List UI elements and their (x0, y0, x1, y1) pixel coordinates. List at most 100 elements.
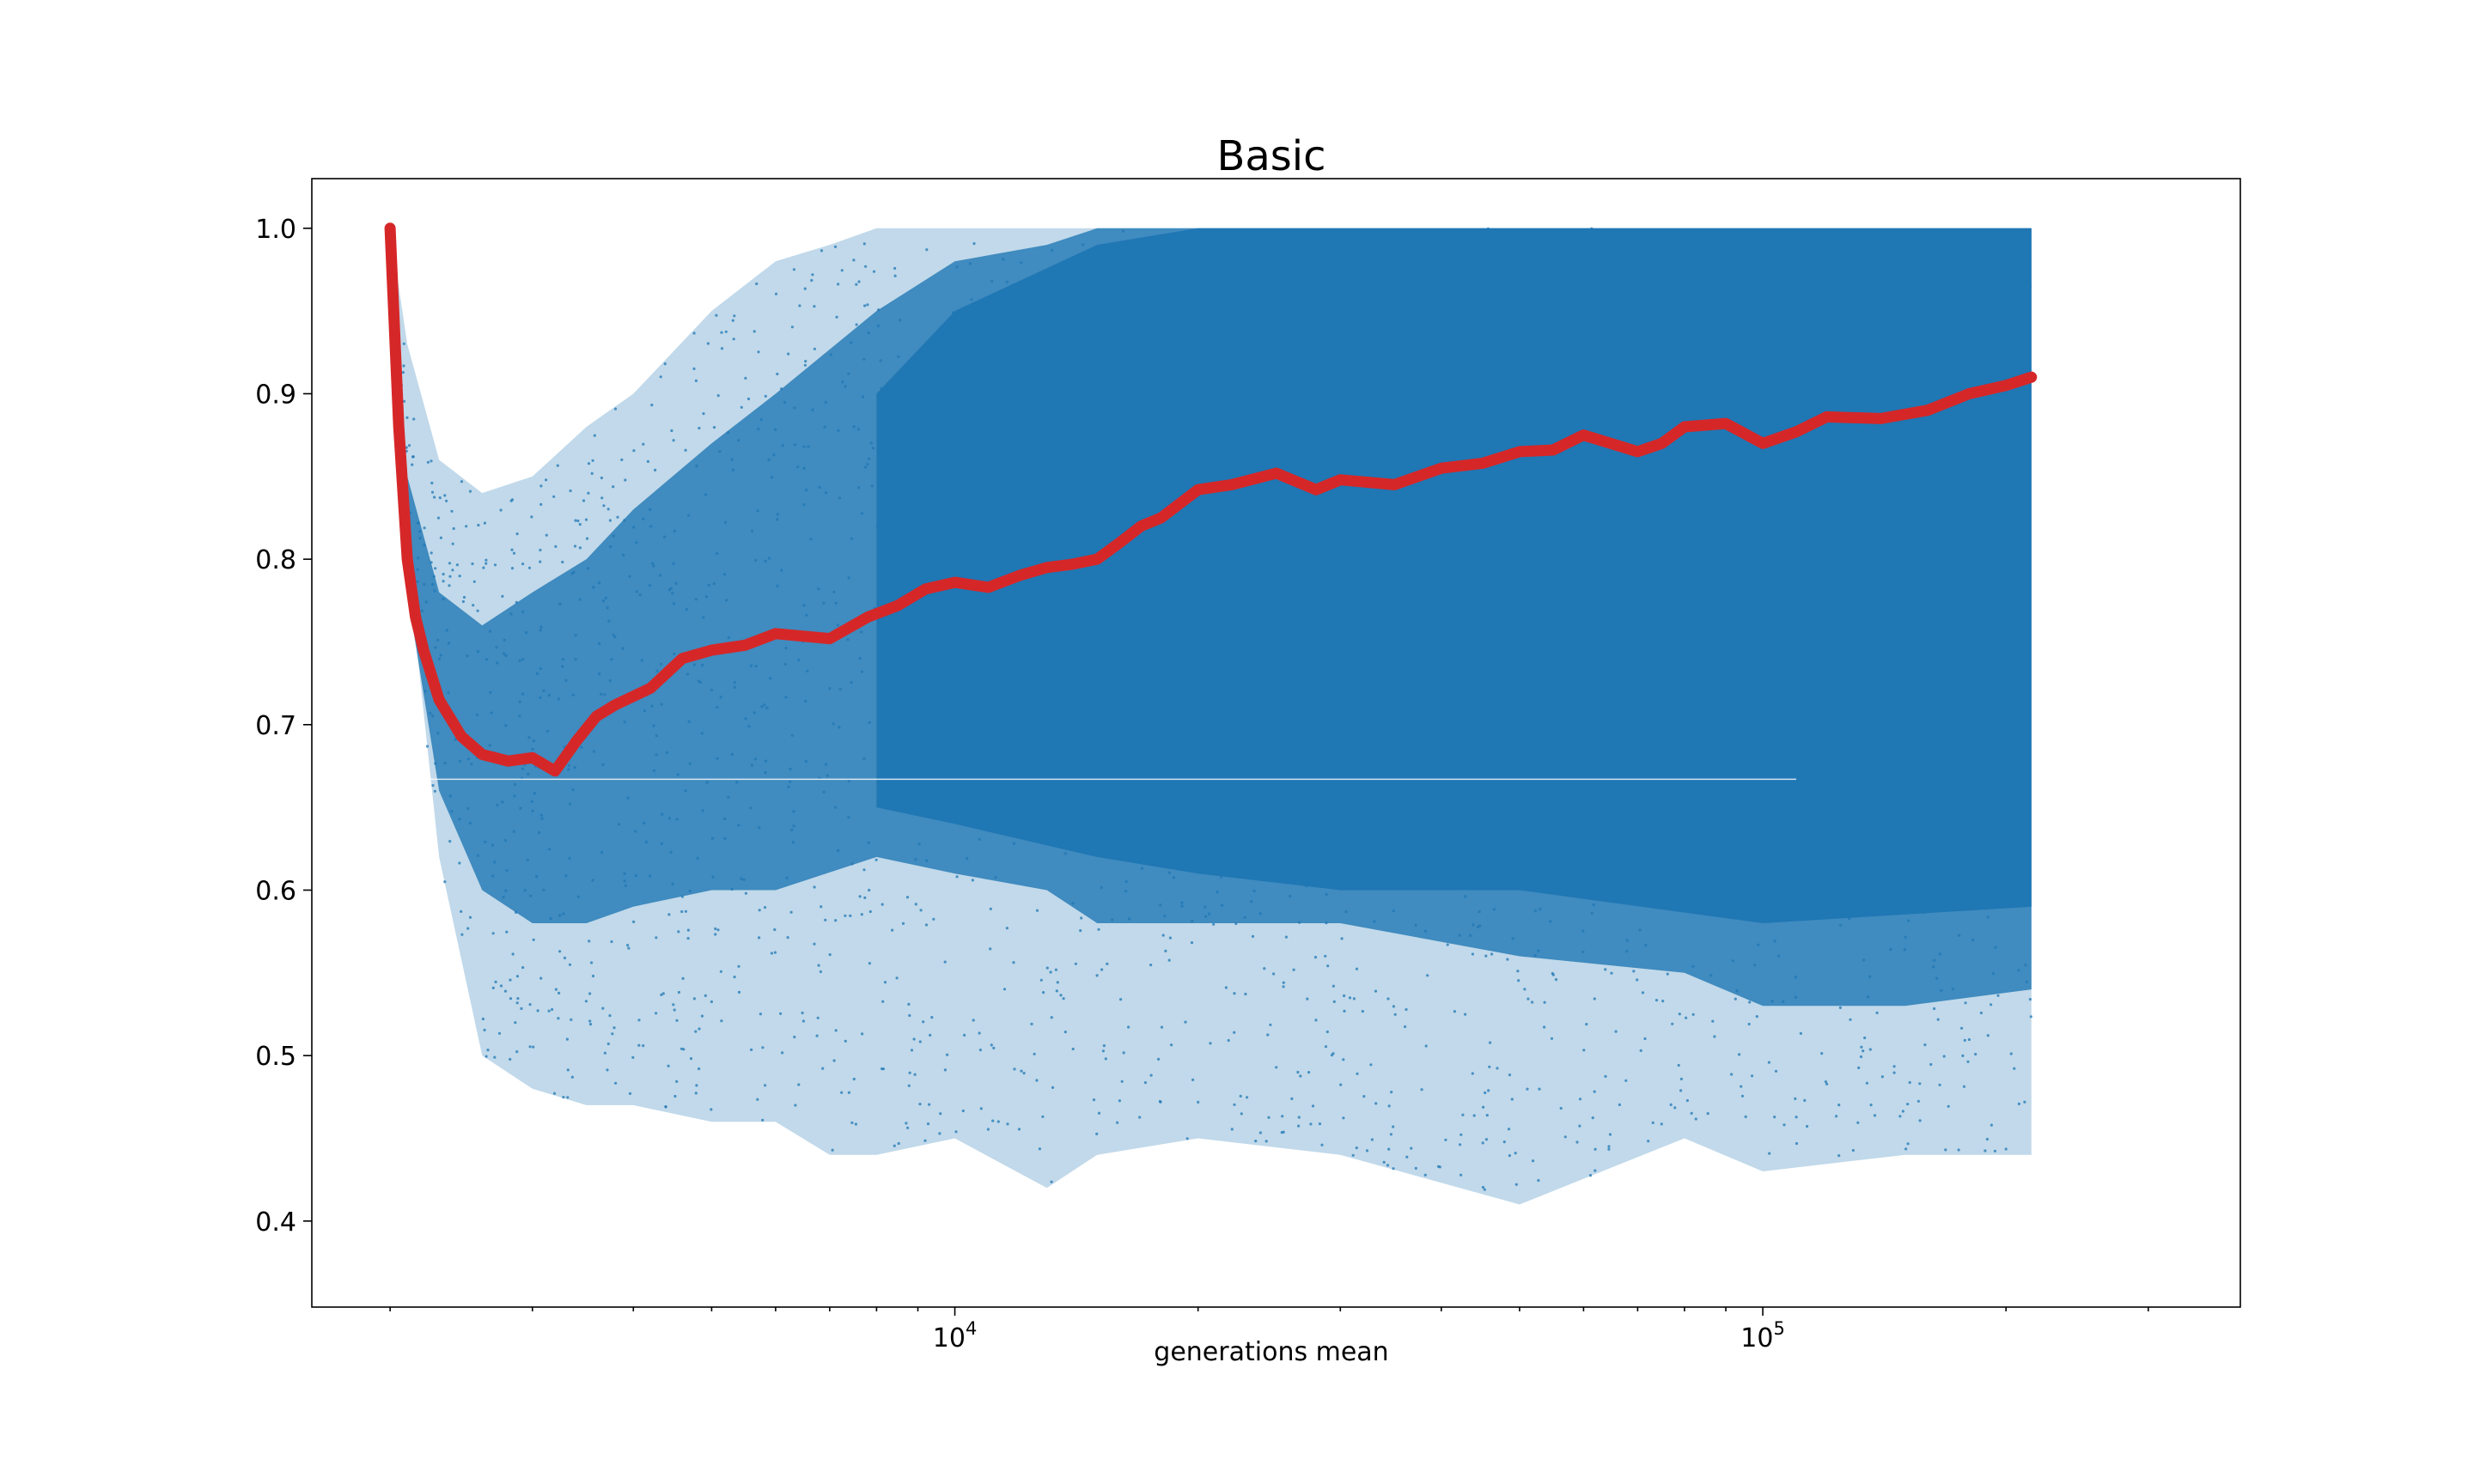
scatter-point (1167, 958, 1171, 962)
scatter-point (1297, 1124, 1301, 1128)
scatter-point (1933, 1007, 1936, 1011)
scatter-point (787, 352, 790, 356)
scatter-point (1313, 956, 1318, 959)
scatter-point (773, 951, 777, 954)
scatter-point (614, 1081, 618, 1085)
scatter-point (868, 888, 871, 892)
y-tick-label: 0.9 (255, 380, 296, 410)
scatter-point (430, 459, 433, 463)
scatter-point (1318, 1122, 1322, 1126)
scatter-point (528, 1045, 532, 1049)
scatter-point (1311, 1104, 1315, 1108)
scatter-point (1472, 1114, 1476, 1117)
scatter-point (1685, 1016, 1688, 1019)
scatter-point (465, 525, 468, 528)
scatter-point (698, 1067, 701, 1071)
scatter-point (733, 976, 736, 979)
scatter-point (1677, 1063, 1680, 1067)
scatter-point (1314, 1019, 1318, 1022)
scatter-point (1282, 1130, 1285, 1134)
scatter-point (1563, 1135, 1567, 1139)
scatter-point (1050, 1180, 1053, 1183)
scatter-point (1297, 1116, 1301, 1119)
scatter-point (1966, 1060, 1970, 1063)
scatter-point (1947, 1104, 1950, 1108)
scatter-point (539, 548, 542, 552)
scatter-point (412, 417, 416, 421)
scatter-point (1711, 1019, 1715, 1023)
scatter-point (405, 446, 408, 449)
scatter-point (758, 936, 761, 940)
scatter-point (1390, 1091, 1393, 1094)
scatter-point (932, 917, 935, 921)
scatter-point (1641, 991, 1645, 994)
scatter-point (661, 992, 665, 995)
scatter-point (971, 879, 974, 882)
scatter-point (1679, 1077, 1683, 1080)
scatter-point (1035, 909, 1039, 912)
scatter-point (448, 562, 452, 565)
scatter-point (740, 405, 743, 409)
scatter-point (1157, 1057, 1161, 1061)
scatter-point (1868, 1048, 1872, 1051)
scatter-point (501, 594, 504, 599)
scatter-point (1022, 1072, 1026, 1075)
scatter-point (1233, 1031, 1236, 1034)
scatter-point (1212, 922, 1216, 926)
scatter-point (897, 1141, 900, 1146)
scatter-point (1033, 1052, 1036, 1055)
scatter-point (1730, 1073, 1734, 1076)
scatter-point (847, 1091, 851, 1094)
scatter-point (694, 379, 698, 382)
scatter-point (1740, 1085, 1743, 1088)
scatter-point (816, 1016, 820, 1019)
scatter-point (1773, 1116, 1776, 1119)
scatter-point (493, 1055, 497, 1059)
scatter-point (1041, 1115, 1045, 1118)
scatter-point (510, 548, 514, 551)
scatter-point (756, 1098, 759, 1101)
scatter-point (1055, 989, 1058, 993)
scatter-point (566, 1096, 570, 1099)
scatter-point (797, 1083, 801, 1086)
scatter-point (1342, 1116, 1345, 1120)
scatter-point (1484, 954, 1488, 958)
scatter-point (1550, 1037, 1554, 1040)
scatter-point (1585, 1023, 1588, 1026)
scatter-point (863, 896, 867, 899)
scatter-point (472, 580, 476, 583)
scatter-point (476, 609, 479, 612)
scatter-point (483, 1028, 486, 1031)
scatter-point (1393, 1013, 1397, 1016)
scatter-point (1185, 1137, 1189, 1140)
scatter-point (1170, 1043, 1173, 1047)
scatter-point (1643, 1037, 1647, 1041)
scatter-point (963, 1033, 966, 1037)
scatter-point (1190, 941, 1194, 945)
scatter-point (1481, 1185, 1485, 1189)
scatter-point (837, 283, 840, 286)
scatter-point (1038, 1147, 1041, 1151)
scatter-point (689, 1057, 693, 1061)
scatter-point (1444, 1138, 1447, 1141)
scatter-point (588, 992, 592, 995)
scatter-point (731, 319, 734, 322)
scatter-point (539, 976, 543, 980)
scatter-point (1537, 1178, 1540, 1183)
scatter-point (509, 1057, 512, 1061)
scatter-point (1593, 1090, 1596, 1093)
scatter-point (712, 426, 716, 429)
scatter-point (1013, 1067, 1016, 1071)
scatter-point (698, 1027, 701, 1031)
scatter-point (1158, 1099, 1161, 1104)
scatter-point (471, 562, 474, 566)
scatter-point (539, 560, 542, 563)
scatter-point (1748, 1000, 1752, 1004)
scatter-point (1095, 974, 1099, 977)
scatter-point (514, 1021, 517, 1025)
scatter-point (606, 508, 610, 511)
scatter-point (551, 1007, 554, 1012)
scatter-point (1986, 1034, 1990, 1037)
scatter-point (578, 523, 582, 526)
